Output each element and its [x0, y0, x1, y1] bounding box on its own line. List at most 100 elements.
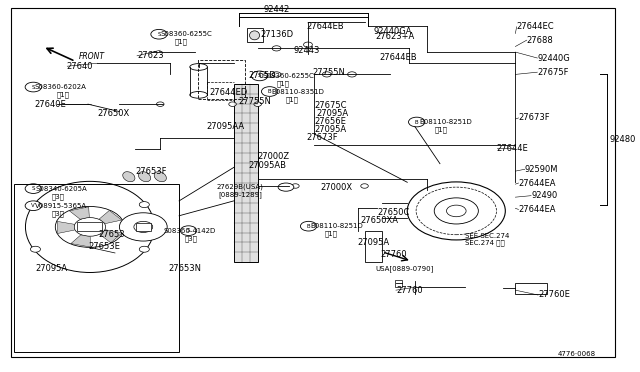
Text: S08360-4142D: S08360-4142D — [163, 228, 216, 234]
Circle shape — [348, 72, 356, 77]
Bar — [77, 222, 102, 231]
Text: 27629B(USA): 27629B(USA) — [217, 184, 264, 190]
Circle shape — [25, 201, 42, 211]
Circle shape — [31, 246, 40, 252]
Text: ＜1＞: ＜1＞ — [56, 92, 70, 98]
Text: 27644EB: 27644EB — [307, 22, 344, 31]
Text: ＜1＞: ＜1＞ — [435, 126, 448, 133]
Circle shape — [272, 72, 281, 77]
Text: 27653N: 27653N — [168, 264, 202, 273]
Bar — [14, 184, 179, 352]
Text: ＜3＞: ＜3＞ — [52, 193, 65, 200]
Text: 27653E: 27653E — [88, 242, 120, 251]
Text: ＜1＞: ＜1＞ — [324, 231, 337, 237]
Text: 27644ED: 27644ED — [209, 88, 248, 97]
Text: 27000X: 27000X — [321, 183, 353, 192]
Text: B08110-8251D: B08110-8251D — [419, 119, 472, 125]
Text: 27644EB: 27644EB — [380, 53, 417, 62]
Circle shape — [254, 102, 262, 106]
Circle shape — [361, 184, 368, 188]
Text: 27673F: 27673F — [306, 133, 338, 142]
Text: 27760E: 27760E — [538, 291, 570, 299]
Text: 92480: 92480 — [610, 135, 636, 144]
Ellipse shape — [154, 171, 166, 182]
Text: 92440G: 92440G — [538, 54, 570, 62]
Text: 27644E: 27644E — [497, 144, 528, 153]
Text: SEC.274 参照: SEC.274 参照 — [465, 240, 505, 246]
Bar — [234, 84, 258, 262]
Text: 27623: 27623 — [137, 51, 164, 60]
Text: 27640: 27640 — [66, 62, 93, 71]
Text: S: S — [157, 32, 161, 37]
Text: B: B — [307, 224, 310, 229]
Circle shape — [140, 246, 149, 252]
Text: 27760: 27760 — [380, 250, 407, 259]
Text: 27755N: 27755N — [312, 68, 345, 77]
Text: V08915-5365A: V08915-5365A — [35, 203, 87, 209]
Text: [0889-1289]: [0889-1289] — [219, 191, 262, 198]
Text: 27644EA: 27644EA — [518, 205, 556, 214]
Circle shape — [140, 202, 149, 208]
Text: ＜1＞: ＜1＞ — [175, 39, 188, 45]
Circle shape — [120, 213, 167, 241]
Text: 27095A: 27095A — [317, 109, 349, 118]
Bar — [515, 283, 547, 294]
Text: 27640E: 27640E — [35, 100, 67, 109]
Text: 27650C: 27650C — [377, 208, 410, 217]
Circle shape — [323, 72, 332, 77]
Text: USA[0889-0790]: USA[0889-0790] — [376, 265, 434, 272]
Text: 27650X: 27650X — [97, 109, 130, 118]
Text: V: V — [31, 203, 35, 208]
Circle shape — [31, 202, 40, 208]
Text: FRONT: FRONT — [79, 52, 104, 61]
Polygon shape — [71, 235, 90, 247]
Text: S08340-6205A: S08340-6205A — [35, 186, 87, 192]
Text: B: B — [415, 119, 419, 125]
Circle shape — [300, 221, 317, 231]
Polygon shape — [57, 221, 74, 234]
Text: 27673F: 27673F — [518, 113, 550, 122]
Text: 27095A: 27095A — [35, 264, 67, 273]
Circle shape — [74, 218, 106, 236]
Text: 27644EC: 27644EC — [516, 22, 554, 31]
Text: 27136D: 27136D — [261, 31, 294, 39]
Text: B08110-8351D: B08110-8351D — [271, 89, 324, 94]
Text: 27644EA: 27644EA — [518, 179, 556, 187]
Text: 27095AB: 27095AB — [248, 161, 286, 170]
Text: 27688: 27688 — [527, 36, 554, 45]
Text: 27653F: 27653F — [135, 167, 166, 176]
Text: 27623+A: 27623+A — [376, 32, 415, 41]
Circle shape — [262, 87, 278, 96]
Text: 27000Z: 27000Z — [258, 153, 290, 161]
Text: B: B — [268, 89, 271, 94]
Text: 92440GA: 92440GA — [374, 27, 412, 36]
Text: S08360-6255C: S08360-6255C — [161, 31, 212, 37]
Text: ＜1＞: ＜1＞ — [276, 80, 289, 87]
Ellipse shape — [250, 31, 260, 40]
Text: B08110-8251D: B08110-8251D — [310, 223, 364, 229]
Text: S: S — [31, 84, 35, 90]
Ellipse shape — [278, 183, 294, 191]
Circle shape — [292, 184, 299, 188]
Text: 27095A: 27095A — [314, 125, 346, 134]
Text: 27760: 27760 — [396, 286, 422, 295]
Text: 27755N: 27755N — [239, 97, 272, 106]
Text: 27653: 27653 — [99, 230, 125, 239]
Text: SEE SEC.274: SEE SEC.274 — [465, 233, 509, 239]
Text: 27675C: 27675C — [314, 101, 347, 110]
Polygon shape — [100, 230, 122, 243]
Text: ＜1＞: ＜1＞ — [286, 96, 299, 103]
Text: ＜3＞: ＜3＞ — [52, 210, 65, 217]
Text: S08360-6255C: S08360-6255C — [262, 73, 314, 79]
Ellipse shape — [26, 182, 154, 272]
Text: 92490: 92490 — [531, 191, 557, 200]
Text: 4776·0068: 4776·0068 — [558, 351, 596, 357]
Polygon shape — [99, 211, 122, 224]
Text: 27095AA: 27095AA — [206, 122, 244, 131]
Text: 92590M: 92590M — [525, 165, 558, 174]
Bar — [395, 280, 403, 287]
Text: 92442: 92442 — [264, 5, 290, 14]
Text: 92443: 92443 — [294, 46, 320, 55]
Circle shape — [272, 46, 281, 51]
Text: 27656E: 27656E — [314, 117, 346, 126]
